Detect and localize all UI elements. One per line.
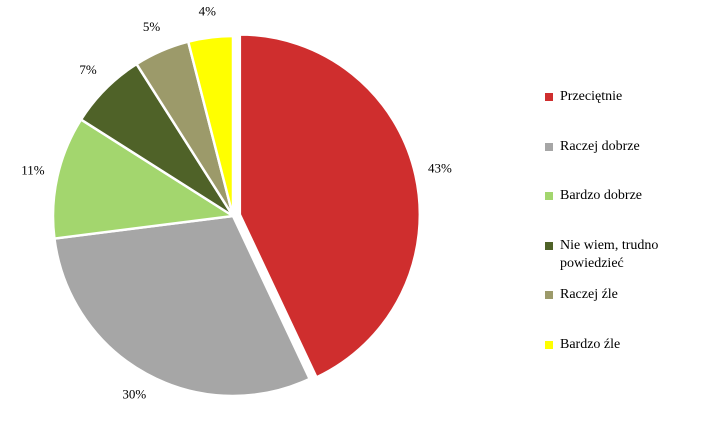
legend: Przeciętnie Raczej dobrze Bardzo dobrze Nie… (545, 88, 710, 385)
legend-swatch (545, 142, 553, 151)
legend-item: Przeciętnie (545, 88, 710, 138)
legend-swatch (545, 340, 553, 349)
legend-swatch (545, 93, 553, 101)
legend-item: Bardzo źle (545, 336, 710, 386)
pie-area: 43% 30% 11% 7% 5% 4% (21, 4, 452, 402)
pie-slice (53, 214, 312, 398)
legend-label: Bardzo dobrze (560, 188, 643, 203)
data-label: 7% (79, 62, 97, 77)
legend-swatch (545, 291, 553, 299)
legend-swatch (545, 241, 553, 250)
legend-label: Nie wiem, trudno powiedzieć (560, 237, 659, 271)
pie-slice (51, 117, 237, 240)
legend-swatch (545, 192, 553, 200)
legend-item: Raczej źle (545, 286, 710, 336)
data-label: 4% (199, 4, 217, 19)
data-label: 30% (122, 387, 146, 402)
legend-item: Nie wiem, trudno powiedzieć (545, 237, 710, 287)
data-label: 11% (21, 162, 45, 177)
legend-label: Przeciętnie (560, 89, 623, 104)
pie-slice (238, 33, 422, 380)
legend-label: Raczej źle (560, 287, 618, 302)
data-label: 43% (428, 161, 452, 176)
legend-item: Raczej dobrze (545, 138, 710, 188)
data-label: 5% (143, 19, 161, 34)
legend-label: Bardzo źle (560, 336, 621, 352)
pie-slice (186, 34, 235, 217)
legend-item: Bardzo dobrze (545, 187, 710, 237)
legend-label: Raczej dobrze (560, 138, 640, 154)
